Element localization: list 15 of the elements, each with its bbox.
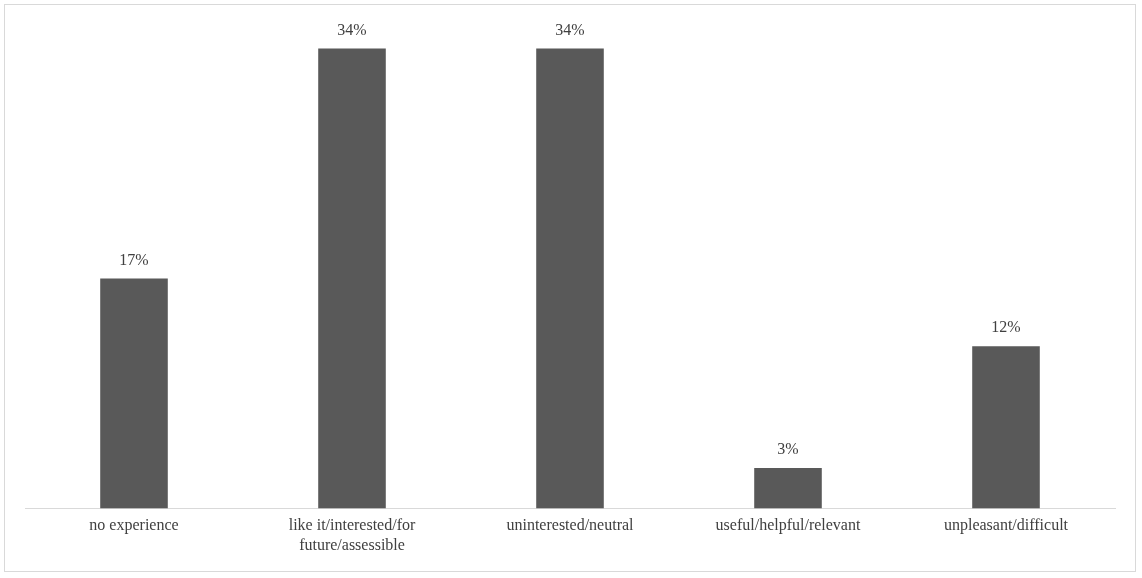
x-tick-label: like it/interested/for future/assessible — [288, 516, 416, 553]
x-tick-label: useful/helpful/relevant — [715, 516, 861, 535]
bar — [100, 278, 168, 509]
data-label: 34% — [337, 20, 367, 38]
data-label: 3% — [777, 440, 799, 458]
data-label: 12% — [991, 318, 1021, 336]
x-tick-label: unpleasant/difficult — [943, 516, 1069, 535]
bar — [536, 48, 604, 509]
bar — [972, 346, 1040, 509]
bar — [318, 48, 386, 509]
x-tick-label: uninterested/neutral — [506, 516, 635, 534]
data-label: 17% — [119, 250, 149, 268]
bar — [754, 468, 822, 509]
x-tick-label: no experience — [89, 516, 179, 535]
data-label: 34% — [555, 20, 585, 38]
